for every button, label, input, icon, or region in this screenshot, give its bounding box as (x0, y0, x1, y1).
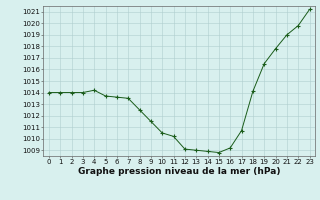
X-axis label: Graphe pression niveau de la mer (hPa): Graphe pression niveau de la mer (hPa) (78, 167, 280, 176)
